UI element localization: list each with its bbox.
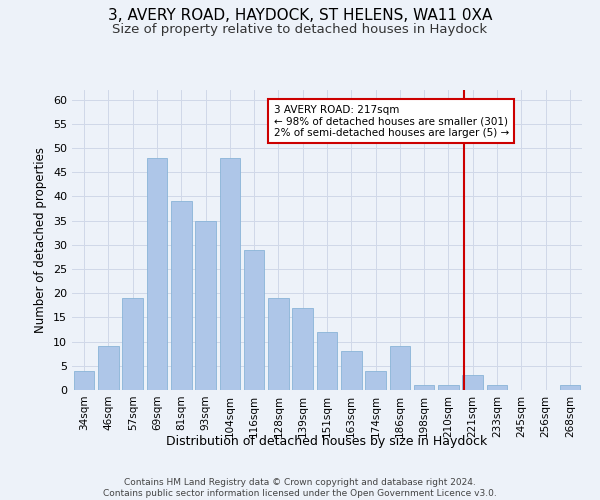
Bar <box>560 385 580 390</box>
Bar <box>487 385 508 390</box>
Bar <box>365 370 386 390</box>
Bar <box>268 298 289 390</box>
Text: 3 AVERY ROAD: 217sqm
← 98% of detached houses are smaller (301)
2% of semi-detac: 3 AVERY ROAD: 217sqm ← 98% of detached h… <box>274 104 509 138</box>
Bar <box>341 352 362 390</box>
Bar <box>389 346 410 390</box>
Bar <box>146 158 167 390</box>
Bar <box>195 220 216 390</box>
Bar <box>463 376 483 390</box>
Bar <box>171 202 191 390</box>
Text: 3, AVERY ROAD, HAYDOCK, ST HELENS, WA11 0XA: 3, AVERY ROAD, HAYDOCK, ST HELENS, WA11 … <box>108 8 492 22</box>
Bar <box>74 370 94 390</box>
Bar <box>220 158 240 390</box>
Bar <box>244 250 265 390</box>
Text: Distribution of detached houses by size in Haydock: Distribution of detached houses by size … <box>166 435 488 448</box>
Bar <box>122 298 143 390</box>
Bar <box>292 308 313 390</box>
Bar <box>98 346 119 390</box>
Y-axis label: Number of detached properties: Number of detached properties <box>34 147 47 333</box>
Text: Contains HM Land Registry data © Crown copyright and database right 2024.
Contai: Contains HM Land Registry data © Crown c… <box>103 478 497 498</box>
Bar <box>317 332 337 390</box>
Bar <box>414 385 434 390</box>
Bar <box>438 385 459 390</box>
Text: Size of property relative to detached houses in Haydock: Size of property relative to detached ho… <box>112 22 488 36</box>
